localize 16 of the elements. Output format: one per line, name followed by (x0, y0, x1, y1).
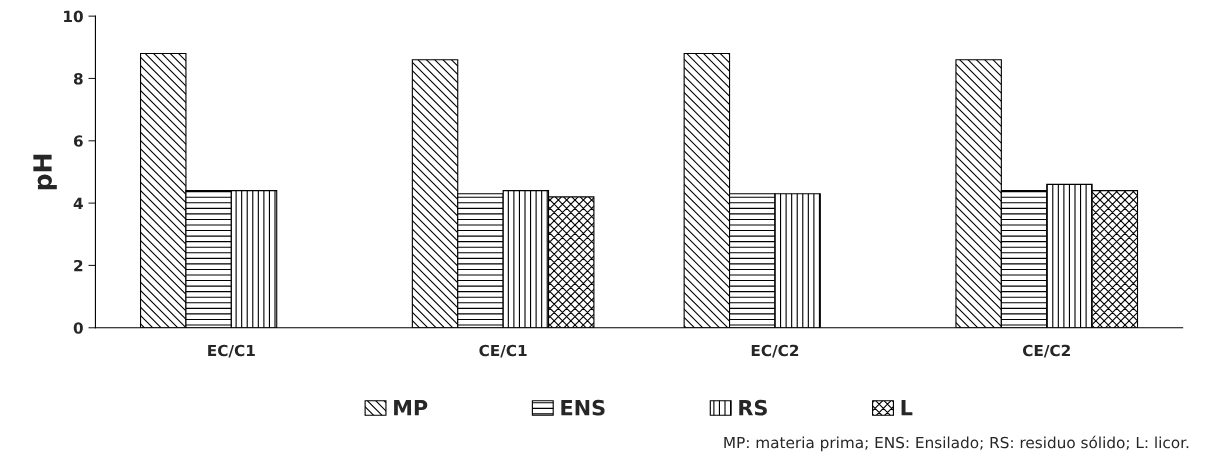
y-axis-title: pH (33, 154, 57, 190)
legend-label: L (901, 400, 913, 416)
legend-label: ENS (561, 399, 605, 416)
legend-label: RS (739, 399, 767, 416)
x-tick-label: CE/C1 (479, 344, 527, 358)
x-tick-label: CE/C2 (1022, 344, 1070, 358)
y-tick-label: 4 (73, 197, 83, 209)
x-tick-label: EC/C2 (751, 344, 799, 358)
x-tick-label: EC/C1 (208, 344, 255, 358)
y-tick-label: 6 (73, 135, 83, 147)
legend-label: MP (394, 400, 428, 416)
y-tick-label: 10 (64, 10, 83, 23)
y-tick-label: 2 (74, 259, 83, 272)
y-tick-label: 0 (73, 322, 83, 334)
text: MP: materia prima; ENS: Ensilado; RS: residuo sólido; L: licor. (724, 435, 1189, 452)
y-tick-label: 8 (73, 72, 83, 85)
